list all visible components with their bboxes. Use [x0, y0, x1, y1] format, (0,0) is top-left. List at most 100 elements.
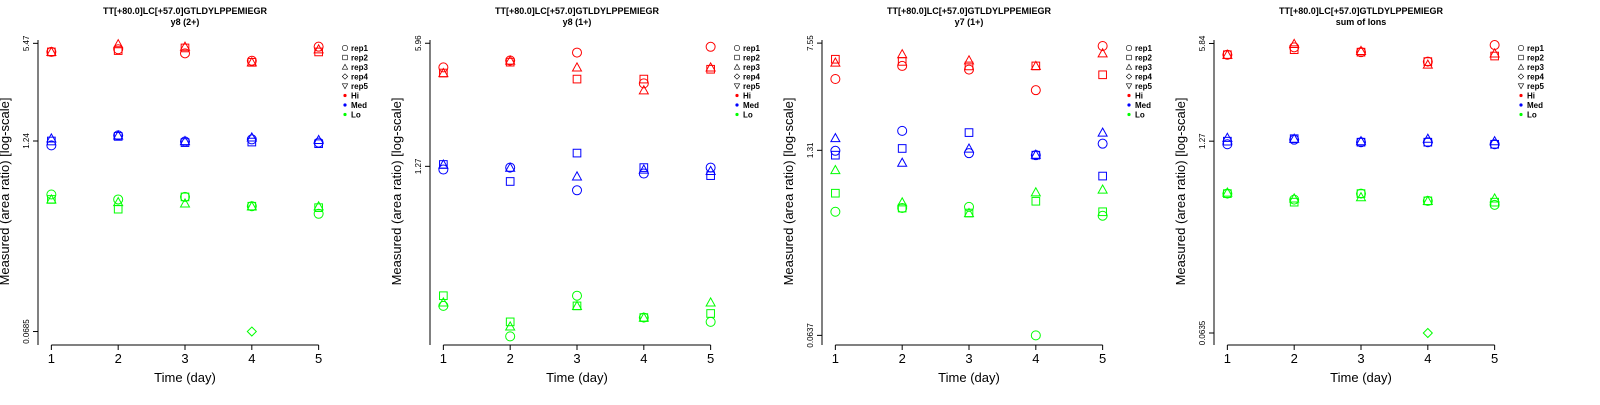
y-tick-label: 1.27	[1198, 133, 1207, 149]
legend-label: Med	[1527, 101, 1543, 110]
data-point-med-rep3	[1030, 149, 1042, 159]
data-point-med-rep2	[1031, 150, 1041, 160]
data-point-med-rep1	[438, 164, 449, 175]
data-point-med-rep3	[438, 158, 449, 169]
data-point-med-rep3	[246, 131, 258, 142]
y-tick-label: 1.24	[22, 133, 31, 149]
x-axis-label: Time (day)	[546, 370, 608, 385]
legend-label: rep2	[351, 54, 368, 63]
y-tick-label: 0.0637	[806, 323, 815, 348]
data-point-hi-rep1	[1097, 41, 1108, 52]
data-point-hi-rep1	[638, 78, 649, 89]
legend-label: Med	[743, 101, 759, 110]
data-point-lo-rep2	[113, 204, 123, 214]
x-tick-label: 3	[573, 351, 580, 366]
data-point-hi-rep3	[1097, 47, 1108, 58]
y-tick-label: 1.27	[414, 158, 423, 174]
data-point-lo-rep3	[896, 196, 908, 207]
data-point-hi-rep2	[639, 74, 649, 84]
data-point-hi-rep2	[706, 64, 715, 74]
x-tick-label: 2	[1291, 351, 1298, 366]
data-point-hi-rep3	[504, 54, 516, 65]
x-tick-label: 4	[248, 351, 255, 366]
legend-rep1-icon	[341, 44, 348, 52]
chart-subtitle: sum of Ions	[1336, 17, 1387, 27]
data-point-hi-rep3	[638, 84, 650, 95]
data-point-hi-rep2	[572, 74, 582, 84]
x-tick-label: 1	[832, 351, 839, 366]
data-point-lo-rep1	[180, 191, 190, 202]
x-tick-label: 4	[1424, 351, 1431, 366]
data-point-med-rep3	[179, 135, 191, 146]
legend-rep3-icon	[341, 63, 349, 70]
y-axis-label: Measured (area ratio) [log-scale]	[0, 98, 12, 286]
legend-label: rep5	[743, 82, 760, 91]
data-point-hi-rep3	[963, 54, 975, 65]
legend-lo-dot	[735, 112, 739, 117]
data-point-lo-rep3	[963, 207, 975, 218]
data-point-hi-rep1	[438, 62, 449, 73]
legend-lo-dot	[1127, 112, 1131, 117]
legend-hi-dot	[343, 93, 347, 98]
data-point-med-rep2	[964, 128, 974, 137]
data-point-lo-rep1	[897, 203, 908, 214]
data-point-hi-rep3	[112, 38, 124, 49]
legend-label: Med	[1135, 101, 1151, 110]
data-point-hi-rep3	[1489, 47, 1500, 58]
data-point-med-rep3	[571, 170, 583, 181]
data-point-hi-rep3	[896, 48, 908, 59]
legend-label: rep5	[1527, 82, 1544, 91]
data-point-med-rep1	[46, 140, 57, 151]
legend-label: Hi	[1527, 92, 1535, 101]
legend-label: Hi	[1135, 92, 1143, 101]
data-point-med-rep2	[706, 171, 715, 180]
data-point-lo-rep2	[180, 192, 190, 202]
data-point-lo-rep1	[830, 206, 841, 217]
data-point-lo-rep3	[1288, 192, 1300, 203]
data-point-hi-rep3	[179, 41, 191, 51]
legend-label: rep5	[351, 82, 368, 91]
data-point-lo-rep3	[438, 296, 449, 307]
legend-rep4-icon	[1517, 73, 1525, 80]
x-tick-label: 5	[707, 351, 714, 366]
legend-label: Hi	[743, 92, 751, 101]
x-tick-label: 5	[1099, 351, 1106, 366]
data-point-med-rep3	[504, 162, 516, 172]
legend-rep4-icon	[1125, 73, 1133, 80]
data-point-lo-rep2	[706, 309, 715, 318]
legend-label: Lo	[1527, 111, 1537, 120]
data-point-lo-rep1	[705, 316, 716, 327]
data-point-hi-rep1	[964, 64, 974, 75]
y-tick-label: 5.84	[1198, 35, 1207, 51]
data-point-lo-rep2	[1223, 189, 1232, 198]
data-point-med-rep3	[1422, 133, 1434, 143]
legend-label: rep2	[1527, 54, 1544, 63]
data-point-lo-rep3	[313, 200, 324, 211]
data-point-med-rep1	[830, 145, 841, 156]
data-point-hi-rep3	[46, 46, 57, 57]
chart-title: TT[+80.0]LC[+57.0]GTLDYLPPEMIEGR	[495, 6, 660, 16]
data-point-med-rep3	[313, 134, 324, 145]
data-point-med-rep3	[1489, 135, 1500, 146]
x-axis-label: Time (day)	[154, 370, 216, 385]
data-point-med-rep2	[1356, 137, 1366, 147]
legend-label: rep5	[1135, 82, 1152, 91]
y-tick-label: 0.0685	[22, 319, 31, 344]
legend-hi-dot	[1519, 93, 1523, 98]
data-point-hi-rep1	[830, 74, 841, 85]
y-tick-label: 0.0635	[1198, 320, 1207, 345]
data-point-med-rep1	[1097, 138, 1108, 149]
legend-rep3-icon	[1125, 63, 1133, 70]
data-point-lo-rep3	[1355, 191, 1367, 202]
legend-label: rep4	[1527, 73, 1544, 82]
legend-rep1-icon	[1125, 44, 1132, 52]
data-point-lo-rep1	[1030, 330, 1041, 341]
chart-subtitle: y7 (1+)	[955, 17, 984, 27]
data-point-lo-rep3	[1422, 195, 1434, 205]
legend-rep4-icon	[341, 73, 349, 80]
data-point-hi-rep2	[831, 54, 840, 64]
